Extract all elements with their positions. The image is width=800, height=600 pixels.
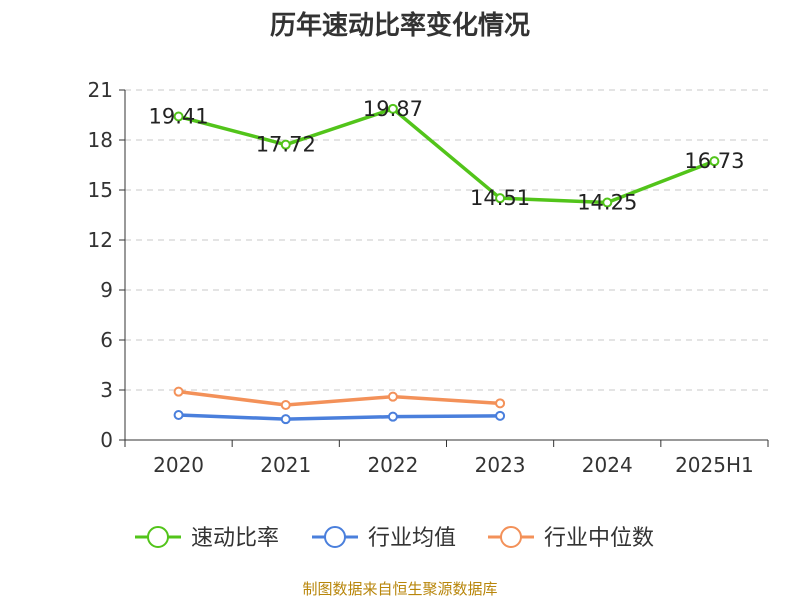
- x-tick-label: 2025H1: [675, 453, 754, 477]
- y-tick-label: 15: [88, 178, 113, 202]
- series-line: [178, 413, 501, 421]
- x-tick-label: 2021: [260, 453, 311, 477]
- axes: 0 3 6 9 12 15 18 21 2020 2021 2022 2023 2024 2025H1: [88, 78, 769, 477]
- legend-item[interactable]: 速动比率: [135, 526, 279, 551]
- data-point: [173, 386, 184, 397]
- legend-label: 行业中位数: [544, 526, 654, 551]
- legend: 速动比率 行业均值 行业中位数: [135, 526, 654, 551]
- grid-lines: [125, 89, 768, 391]
- y-tick-label: 0: [100, 428, 113, 452]
- legend-item[interactable]: 行业均值: [312, 526, 456, 551]
- legend-label: 行业均值: [368, 526, 456, 551]
- data-point: [495, 410, 506, 421]
- data-point: [709, 156, 720, 167]
- data-point: [173, 410, 184, 420]
- data-point: [280, 400, 291, 410]
- data-point: [387, 103, 398, 114]
- data-labels: 19.41 17.72 19.87 14.51 14.25 16.73: [149, 97, 745, 215]
- x-tick-label: 2024: [582, 453, 633, 477]
- chart-title: 历年速动比率变化情况: [270, 10, 530, 41]
- y-tick-label: 6: [100, 328, 113, 352]
- y-tick-label: 18: [88, 128, 113, 152]
- legend-marker: [324, 526, 346, 548]
- data-point: [173, 111, 184, 122]
- x-tick-label: 2022: [367, 453, 418, 477]
- data-point: [495, 193, 506, 204]
- data-label: 14.51: [470, 186, 530, 210]
- data-label: 16.73: [684, 149, 744, 173]
- data-label: 19.41: [149, 105, 209, 129]
- series-line: [178, 107, 716, 205]
- y-tick-label: 21: [88, 78, 113, 102]
- legend-marker: [500, 526, 522, 548]
- data-point: [280, 414, 291, 425]
- y-tick-label: 9: [100, 278, 113, 302]
- data-point: [495, 398, 506, 409]
- data-point: [387, 411, 398, 422]
- data-point: [387, 391, 398, 402]
- series-lines: [173, 103, 720, 425]
- y-tick-label: 12: [88, 228, 113, 252]
- data-label: 17.72: [256, 133, 316, 157]
- data-label: 14.25: [577, 191, 637, 215]
- data-point: [602, 197, 613, 208]
- x-tick-label: 2020: [153, 453, 204, 477]
- data-point: [280, 139, 291, 150]
- source-note: 制图数据来自恒生聚源数据库: [302, 580, 497, 598]
- data-label: 19.87: [363, 97, 423, 121]
- series-line: [178, 389, 501, 407]
- x-tick-label: 2023: [475, 453, 526, 477]
- legend-marker: [147, 526, 169, 548]
- legend-item[interactable]: 行业中位数: [488, 526, 654, 551]
- y-tick-label: 3: [100, 378, 113, 402]
- legend-label: 速动比率: [191, 526, 279, 551]
